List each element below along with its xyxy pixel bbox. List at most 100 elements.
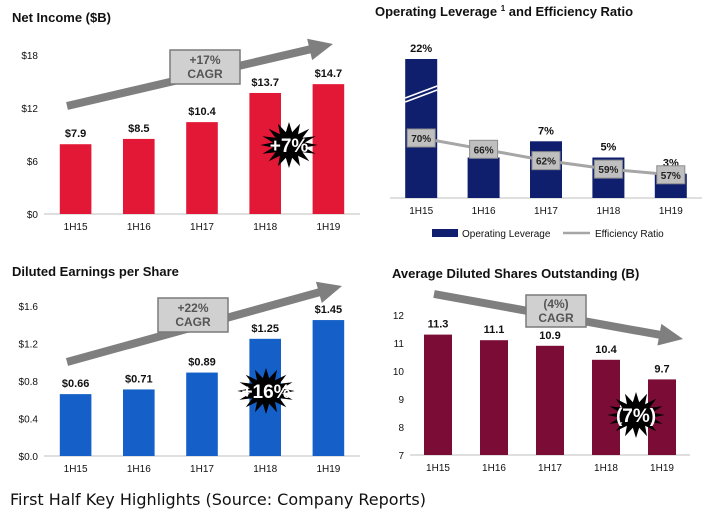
diluted-shares-data-label: 11.3	[428, 319, 449, 331]
diluted-shares-bar	[536, 345, 564, 455]
net-income-bar	[59, 144, 92, 214]
efficiency-ratio-marker	[656, 165, 686, 185]
legend-efficiency-ratio-label: Efficiency Ratio	[595, 229, 664, 240]
diluted-eps-data-label: $1.25	[251, 323, 279, 335]
diluted-eps-cagr-callout-box	[157, 297, 229, 333]
net-income-xtick: 1H18	[253, 222, 277, 233]
diluted-eps-xtick: 1H17	[190, 464, 214, 475]
diluted-shares-title: Average Diluted Shares Outstanding (B)	[392, 266, 639, 281]
efficiency-ratio-data-label: 66%	[474, 145, 494, 156]
legend-operating-leverage-swatch	[432, 229, 458, 237]
net-income-cagr-callout-line: CAGR	[187, 67, 223, 81]
diluted-shares-bar	[480, 340, 508, 455]
efficiency-ratio-data-label: 59%	[598, 165, 618, 176]
op-leverage-data-label: 22%	[410, 43, 432, 55]
op-leverage-xtick: 1H15	[409, 206, 433, 217]
efficiency-ratio-marker	[531, 151, 561, 171]
net-income-bar	[312, 84, 345, 215]
net-income-cagr-callout-line: +17%	[189, 53, 220, 67]
diluted-shares-xtick: 1H19	[650, 463, 674, 474]
net-income-bar	[123, 138, 155, 214]
diluted-eps-bar	[123, 389, 155, 456]
diluted-eps-bar	[312, 320, 345, 456]
net-income-growth-burst-shape	[260, 122, 318, 168]
diluted-shares-ytick: 10	[393, 367, 405, 378]
diluted-shares-cagr-callout-line: (4%)	[543, 297, 568, 311]
diluted-eps-ytick: $0.4	[19, 415, 39, 426]
net-income-cagr-callout-box	[169, 49, 241, 85]
diluted-shares-change-burst-shape	[607, 392, 665, 438]
diluted-eps-growth-burst: +16%	[237, 368, 295, 414]
efficiency-ratio-data-label: 62%	[536, 157, 556, 168]
diluted-shares-cagr-callout: (4%)CAGR	[525, 294, 587, 328]
diluted-eps-growth-burst-shape	[237, 368, 295, 414]
diluted-eps-data-label: $0.89	[188, 357, 216, 369]
diluted-shares-xtick: 1H17	[538, 463, 562, 474]
op-leverage-bar	[467, 157, 500, 198]
diluted-shares-data-label: 9.7	[654, 363, 669, 375]
diluted-shares-xtick: 1H18	[594, 463, 618, 474]
diluted-shares-data-label: 10.4	[595, 344, 617, 356]
op-leverage-chart: Operating Leverage 1 and Efficiency Rati…	[375, 4, 702, 240]
net-income-ytick: $0	[27, 210, 39, 221]
net-income-ytick: $6	[27, 157, 39, 168]
diluted-eps-growth-burst-label: +16%	[241, 382, 290, 403]
net-income-ytick: $18	[21, 51, 38, 62]
diluted-eps-bar	[59, 394, 92, 456]
diluted-eps-xtick: 1H19	[316, 464, 340, 475]
net-income-data-label: $14.7	[315, 68, 343, 80]
diluted-shares-change-burst-label: (7%)	[616, 406, 656, 427]
diluted-eps-data-label: $0.71	[125, 373, 153, 385]
diluted-shares-ytick: 9	[398, 395, 404, 406]
efficiency-ratio-data-label: 70%	[411, 134, 431, 145]
diluted-shares-data-label: 11.1	[484, 324, 505, 336]
diluted-eps-ytick: $0.8	[19, 377, 39, 388]
diluted-eps-ytick: $0.0	[19, 452, 39, 463]
net-income-growth-burst-label: +7%	[270, 136, 309, 157]
op-leverage-data-label: 7%	[538, 125, 554, 137]
efficiency-ratio-marker	[469, 139, 499, 159]
op-leverage-axis-break	[404, 89, 438, 103]
diluted-eps-title: Diluted Earnings per Share	[12, 264, 179, 279]
diluted-eps-xtick: 1H15	[64, 464, 88, 475]
efficiency-ratio-data-label: 57%	[661, 171, 681, 182]
diluted-shares-change-burst: (7%)	[607, 392, 665, 438]
net-income-data-label: $10.4	[188, 106, 216, 118]
diluted-eps-xtick: 1H18	[253, 464, 277, 475]
op-leverage-xtick: 1H18	[596, 206, 620, 217]
net-income-xtick: 1H19	[316, 222, 340, 233]
diluted-shares-data-label: 10.9	[539, 330, 560, 342]
diluted-shares-ytick: 8	[398, 423, 404, 434]
diluted-eps-cagr-callout: +22%CAGR	[157, 297, 229, 333]
diluted-eps-ytick: $1.6	[19, 302, 39, 313]
net-income-xtick: 1H15	[64, 222, 88, 233]
net-income-growth-burst: +7%	[260, 122, 318, 168]
diluted-eps-xtick: 1H16	[127, 464, 151, 475]
net-income-data-label: $7.9	[65, 128, 86, 140]
op-leverage-title: Operating Leverage 1 and Efficiency Rati…	[375, 4, 633, 19]
diluted-shares-xtick: 1H16	[482, 463, 506, 474]
op-leverage-data-label: 5%	[600, 142, 616, 154]
net-income-data-label: $13.7	[251, 77, 279, 89]
figure-caption: First Half Key Highlights (Source: Compa…	[10, 490, 426, 509]
diluted-shares-ytick: 11	[394, 339, 405, 350]
diluted-eps-bar	[186, 372, 218, 456]
net-income-cagr-callout: +17%CAGR	[169, 49, 241, 85]
net-income-title: Net Income ($B)	[12, 10, 111, 25]
diluted-shares-xtick: 1H15	[426, 463, 450, 474]
diluted-shares-ytick: 7	[398, 451, 404, 462]
efficiency-ratio-marker	[593, 159, 623, 179]
net-income-bar	[186, 122, 218, 214]
diluted-shares-cagr-callout-box	[525, 294, 587, 328]
diluted-eps-ytick: $1.2	[19, 340, 39, 351]
diluted-shares-ytick: 12	[393, 311, 405, 322]
legend-operating-leverage-label: Operating Leverage	[462, 229, 551, 240]
net-income-ytick: $12	[21, 104, 38, 115]
efficiency-ratio-marker	[406, 128, 436, 148]
diluted-eps-cagr-callout-line: CAGR	[175, 315, 211, 329]
diluted-eps-data-label: $0.66	[62, 378, 90, 390]
net-income-xtick: 1H16	[127, 222, 151, 233]
diluted-eps-data-label: $1.45	[315, 304, 343, 316]
net-income-xtick: 1H17	[190, 222, 214, 233]
